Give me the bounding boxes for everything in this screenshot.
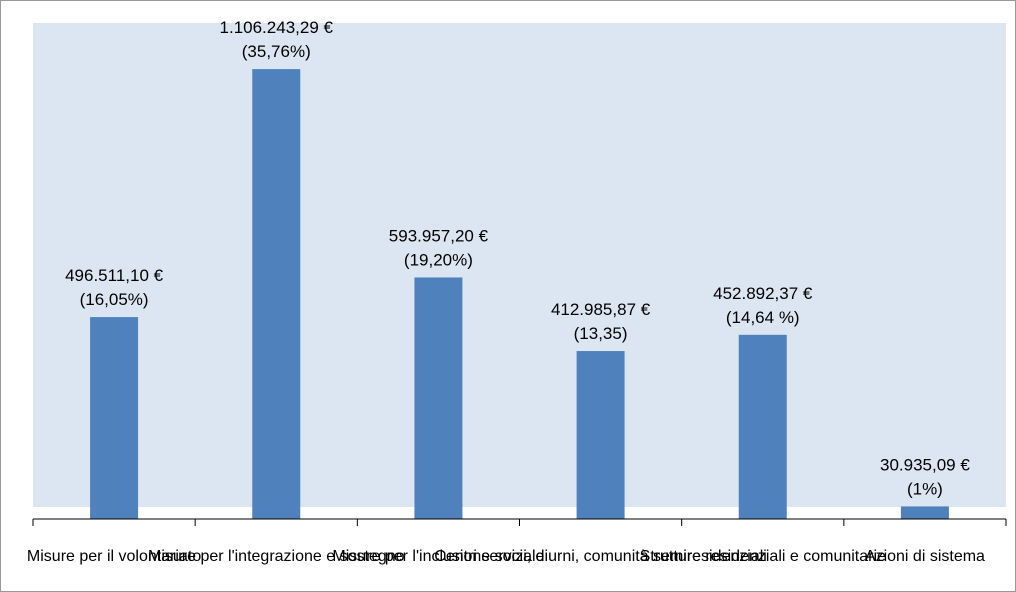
bar xyxy=(576,351,625,519)
percent-label: (13,35) xyxy=(574,324,628,343)
percent-label: (19,20%) xyxy=(404,250,473,269)
category-label: Centri servizi, diurni, comunità semires… xyxy=(434,548,767,565)
value-label: 1.106.243,29 € xyxy=(220,18,334,37)
bar xyxy=(414,277,463,519)
value-label: 496.511,10 € xyxy=(65,266,164,285)
bar xyxy=(252,69,301,519)
percent-label: (1%) xyxy=(907,479,943,498)
bar xyxy=(90,317,139,519)
category-label: Misure per l'integrazione e sostegno xyxy=(148,548,405,565)
value-label: 412.985,87 € xyxy=(551,300,651,319)
percent-label: (14,64 %) xyxy=(726,308,800,327)
value-label: 452.892,37 € xyxy=(713,284,813,303)
value-label: 593.957,20 € xyxy=(389,226,489,245)
bar xyxy=(900,506,949,519)
category-label: Strutture residenziali e comunitarie xyxy=(640,548,886,565)
category-label: Azioni di sistema xyxy=(865,548,985,565)
plot-area xyxy=(33,23,1006,507)
category-label: Misure per l'inclusione sociale xyxy=(332,548,544,565)
category-label: Misure per il volontariato xyxy=(27,548,201,565)
percent-label: (16,05%) xyxy=(80,290,149,309)
value-label: 30.935,09 € xyxy=(880,455,970,474)
bar xyxy=(738,334,787,519)
percent-label: (35,76%) xyxy=(242,42,311,61)
